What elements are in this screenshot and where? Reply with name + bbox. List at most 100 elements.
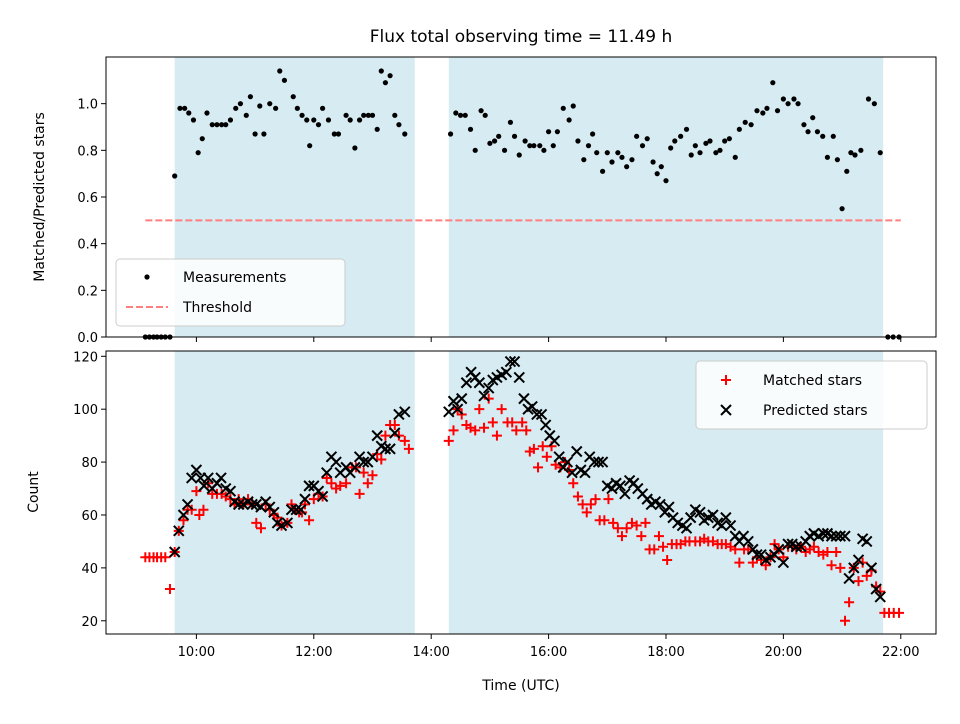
measurement-point [487, 140, 493, 146]
predicted-star-point [285, 503, 298, 516]
measurement-point [722, 138, 728, 144]
measurement-point [871, 101, 877, 107]
measurement-point [177, 105, 183, 111]
measurement-point [290, 94, 296, 100]
measurement-point [830, 133, 836, 139]
predicted-star-point [389, 427, 401, 439]
measurement-point [204, 110, 210, 116]
measurement-point [311, 117, 317, 123]
measurement-point [654, 171, 660, 177]
matched-star-point [380, 430, 391, 441]
x-tick-label: 16:00 [530, 645, 567, 660]
measurement-point [347, 117, 353, 123]
predicted-star-point [451, 403, 464, 415]
measurement-point [795, 101, 801, 107]
predicted-star-point [839, 530, 851, 542]
measurement-point [527, 143, 533, 149]
measurement-point [852, 152, 858, 158]
predicted-star-point [865, 562, 878, 574]
predicted-star-point [588, 456, 601, 468]
bottom-panel: 20 40 60 80 100 120 10:00 12:00 14:00 16:00 18:00 2… [73, 350, 937, 660]
predicted-star-point [316, 490, 329, 503]
measurement-point [663, 178, 669, 184]
measurement-point [814, 129, 821, 135]
measurement-point [748, 122, 754, 128]
measurement-point [629, 157, 635, 163]
predicted-star-point [548, 435, 561, 447]
matched-star-point [304, 515, 315, 526]
measurement-point [182, 105, 188, 111]
predicted-star-point [202, 472, 214, 484]
measurement-point [834, 157, 840, 163]
predicted-star-point [531, 408, 543, 421]
measurement-point [382, 80, 389, 86]
x-axis-label: Time (UTC) [481, 678, 559, 694]
measurement-point [447, 131, 454, 137]
predicted-star-point [224, 485, 237, 497]
matched-star-point [160, 552, 171, 563]
matched-star-point [653, 531, 664, 542]
predicted-star-point [539, 419, 552, 431]
measurement-point [703, 140, 709, 146]
matched-star-point [517, 417, 528, 428]
measurement-point [780, 96, 786, 102]
predicted-star-point [246, 498, 258, 511]
predicted-star-point [751, 548, 763, 561]
measurement-point [824, 154, 831, 160]
predicted-star-point [185, 472, 198, 484]
measurement-point [172, 173, 178, 179]
matched-star-point [875, 586, 886, 597]
predicted-star-point [852, 554, 865, 566]
measurement-point [511, 133, 518, 139]
plot-frame [105, 350, 937, 635]
measurement-point [252, 131, 258, 137]
measurement-point [590, 131, 596, 137]
measurement-point [585, 143, 592, 149]
bottom-y-axis-label: Count [26, 471, 42, 513]
measurement-point [462, 112, 468, 118]
predicted-star-point [830, 530, 842, 542]
measurement-point [294, 105, 300, 111]
predicted-star-point [349, 461, 361, 474]
legend-label-matched: Matched stars [763, 373, 862, 389]
measurement-point [195, 150, 201, 156]
measurement-point [209, 122, 215, 128]
legend-marker-measurements [144, 274, 150, 280]
y-tick-label: 0.2 [77, 284, 98, 299]
matched-star-point [541, 451, 552, 462]
measurement-point [785, 101, 791, 107]
measurement-point [697, 150, 703, 156]
matched-star-point [479, 422, 490, 433]
measurement-point [299, 112, 305, 118]
top-y-axis-label: Matched/Predicted stars [32, 112, 48, 282]
matched-star-point [621, 523, 632, 534]
top-panel: 0.0 0.2 0.4 0.6 0.8 1.0 Measurements Threshold [77, 56, 937, 346]
measurement-point [233, 105, 239, 111]
predicted-star-point [460, 377, 473, 389]
predicted-star-point [357, 456, 370, 468]
shaded-interval [448, 57, 884, 337]
measurement-point [541, 147, 547, 153]
measurement-point [732, 154, 738, 160]
measurement-point [560, 105, 566, 111]
measurement-point [472, 147, 478, 153]
measurement-point [199, 136, 205, 142]
matched-star-point [335, 480, 346, 491]
measurement-point [707, 138, 713, 144]
measurement-point [754, 108, 760, 114]
predicted-star-point [473, 377, 486, 389]
x-tick-label: 10:00 [178, 645, 215, 660]
measurement-point [281, 77, 288, 83]
matched-star-point [616, 531, 627, 542]
matched-star-point [470, 425, 481, 436]
measurement-point [810, 115, 816, 121]
matched-star-point [894, 607, 905, 618]
measurement-point [365, 112, 371, 118]
predicted-star-point [295, 503, 307, 516]
measurement-point [604, 150, 610, 156]
measurement-point [402, 131, 408, 137]
measurement-point [615, 150, 621, 156]
measurement-point [319, 105, 326, 111]
measurement-point [501, 147, 508, 153]
